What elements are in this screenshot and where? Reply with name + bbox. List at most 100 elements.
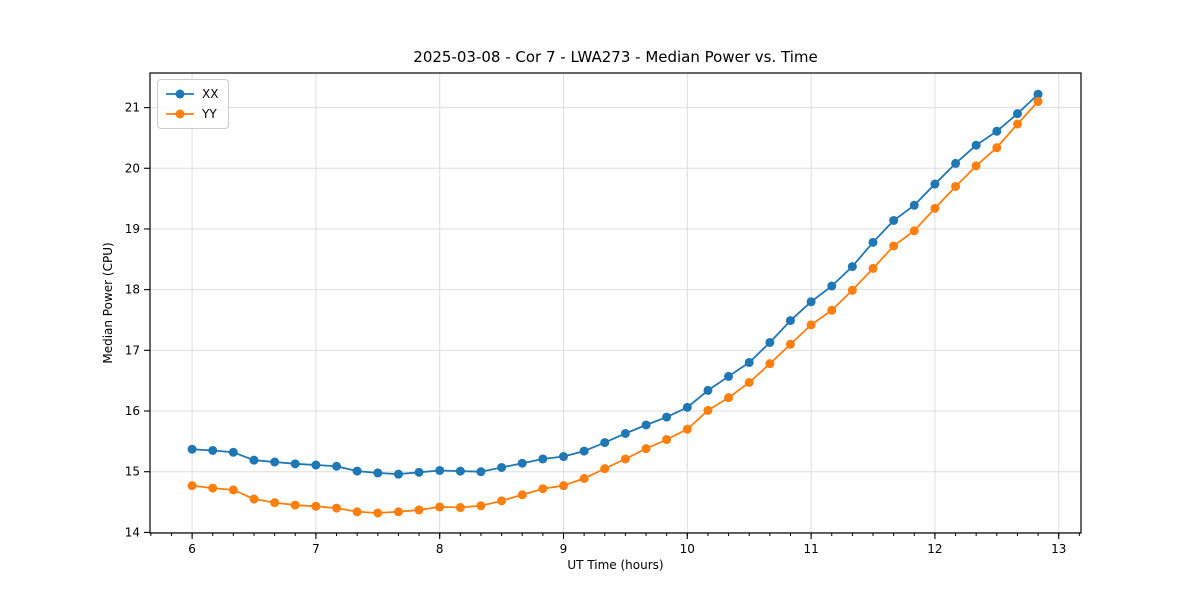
x-tick-label: 11 <box>803 542 818 556</box>
series-xx-point <box>187 444 197 454</box>
series-xx-point <box>476 467 486 477</box>
y-tick-label: 19 <box>125 222 140 236</box>
series-xx-point <box>1033 89 1043 99</box>
x-tick-label: 13 <box>1051 542 1066 556</box>
series-yy-point <box>559 481 569 491</box>
series-yy-point <box>435 502 445 512</box>
series-yy-point <box>703 405 713 415</box>
series-xx-point <box>724 371 734 381</box>
x-tick-label: 9 <box>560 542 568 556</box>
series-xx-point <box>909 200 919 210</box>
y-tick-label: 21 <box>125 101 140 115</box>
y-tick-label: 15 <box>125 465 140 479</box>
series-xx-point <box>352 466 362 476</box>
series-xx-point <box>971 140 981 150</box>
series-xx-point <box>992 126 1002 136</box>
series-yy-point <box>249 494 259 504</box>
series-xx-point <box>641 420 651 430</box>
x-tick-label: 10 <box>680 542 695 556</box>
series-yy-point <box>641 444 651 454</box>
series-yy-point <box>352 507 362 517</box>
x-tick-label: 7 <box>312 542 320 556</box>
series-xx-point <box>559 452 569 462</box>
x-tick-label: 6 <box>188 542 196 556</box>
series-yy-point <box>765 359 775 369</box>
series-yy-point <box>1033 97 1043 107</box>
series-yy-point <box>909 226 919 236</box>
x-tick-label: 12 <box>927 542 942 556</box>
series-yy-point <box>497 496 507 506</box>
series-yy-point <box>992 143 1002 153</box>
series-yy-point <box>682 424 692 434</box>
series-xx-point <box>455 466 465 476</box>
series-xx-point <box>270 457 280 467</box>
legend-item-xx: XX <box>165 85 218 103</box>
series-yy-point <box>930 203 940 213</box>
series-yy-point <box>290 500 300 510</box>
series-xx-point <box>600 438 610 448</box>
x-tick-label: 8 <box>436 542 444 556</box>
series-yy-point <box>662 435 672 445</box>
series-xx-point <box>682 402 692 412</box>
y-tick-label: 17 <box>125 343 140 357</box>
series-yy-point <box>270 498 280 508</box>
legend-marker-yy <box>166 109 194 119</box>
series-yy-point <box>393 507 403 517</box>
series-xx-point <box>332 461 342 471</box>
series-yy-point <box>455 503 465 513</box>
series-xx-point <box>806 297 816 307</box>
series-yy-point <box>971 161 981 171</box>
y-tick-label: 18 <box>125 283 140 297</box>
series-xx-point <box>579 446 589 456</box>
series-yy-point <box>868 263 878 273</box>
series-xx-point <box>930 179 940 189</box>
series-yy-point <box>311 501 321 511</box>
legend-label-yy: YY <box>202 107 217 121</box>
series-xx-point <box>435 465 445 475</box>
series-xx-point <box>785 316 795 326</box>
series-yy-point <box>724 393 734 403</box>
legend-label-xx: XX <box>202 87 219 101</box>
series-yy-point <box>228 485 238 495</box>
series-yy-point <box>600 464 610 474</box>
series-yy-point <box>1012 119 1022 129</box>
series-xx-point <box>703 385 713 395</box>
series-xx-point <box>538 454 548 464</box>
series-xx-point <box>620 428 630 438</box>
series-yy-point <box>620 454 630 464</box>
series-xx-point <box>744 357 754 367</box>
series-yy-point <box>889 241 899 251</box>
y-tick-label: 16 <box>125 404 140 418</box>
series-yy-line <box>191 100 1039 514</box>
series-yy-point <box>414 505 424 515</box>
series-xx-point <box>827 281 837 291</box>
series-xx-point <box>311 460 321 470</box>
series-xx-point <box>662 412 672 422</box>
series-yy-point <box>951 181 961 191</box>
series-xx-point <box>517 458 527 468</box>
series-xx-point <box>868 237 878 247</box>
series-yy-point <box>785 339 795 349</box>
series-yy-point <box>373 508 383 518</box>
series-yy-point <box>476 501 486 511</box>
series-yy-point <box>827 305 837 315</box>
y-tick-label: 14 <box>125 525 140 539</box>
series-yy-point <box>332 503 342 513</box>
series-yy-point <box>744 377 754 387</box>
series-yy-point <box>538 484 548 494</box>
series-xx-point <box>249 455 259 465</box>
series-xx-point <box>497 462 507 472</box>
series-xx-point <box>393 469 403 479</box>
series-yy-point <box>208 483 218 493</box>
series-xx-point <box>414 467 424 477</box>
series-yy-point <box>579 473 589 483</box>
series-xx-point <box>847 262 857 272</box>
series-yy-point <box>187 481 197 491</box>
series-xx-point <box>1012 109 1022 119</box>
series-yy-point <box>806 320 816 330</box>
series-xx-point <box>228 447 238 457</box>
plot-border <box>149 72 1082 534</box>
series-xx-point <box>290 459 300 469</box>
